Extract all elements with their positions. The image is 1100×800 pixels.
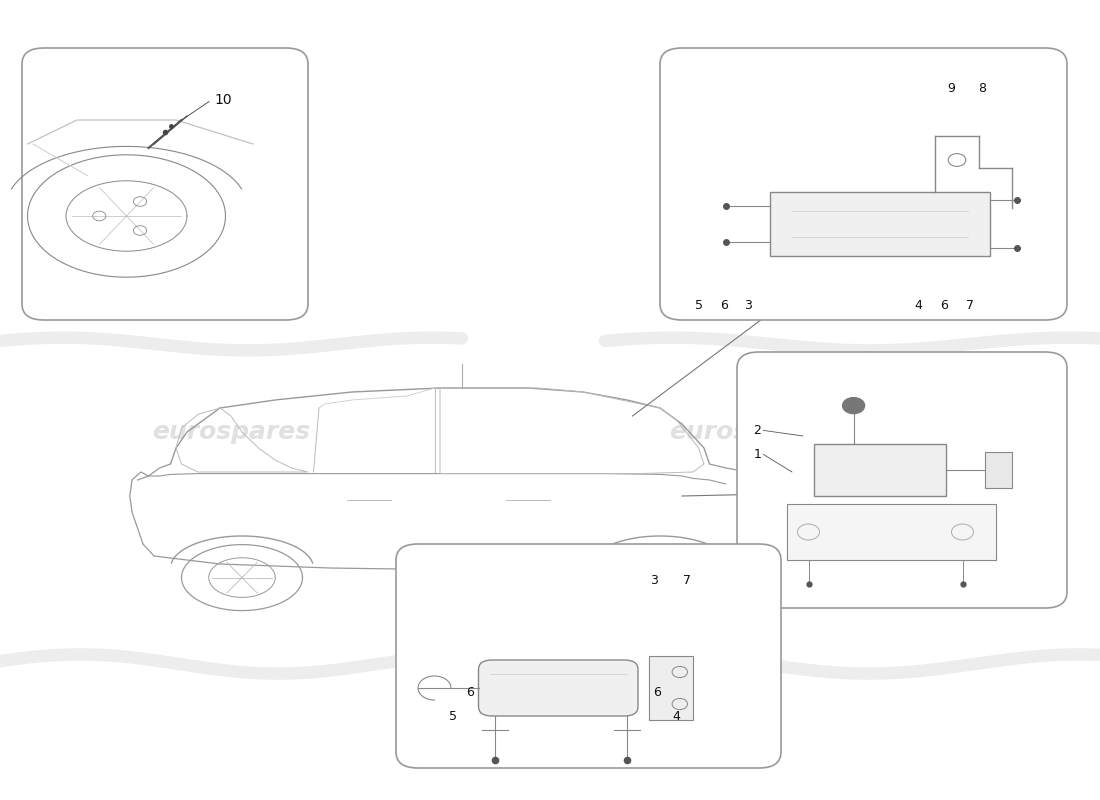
FancyBboxPatch shape [478, 660, 638, 716]
Text: 9: 9 [947, 82, 956, 94]
Text: 6: 6 [652, 686, 661, 698]
Bar [770, 192, 990, 256]
Text: 5: 5 [449, 710, 458, 722]
FancyBboxPatch shape [737, 352, 1067, 608]
Text: 4: 4 [672, 710, 681, 722]
Bar [649, 656, 693, 720]
Text: 7: 7 [683, 574, 692, 586]
Text: 3: 3 [744, 299, 752, 312]
FancyBboxPatch shape [396, 544, 781, 768]
Text: 10: 10 [214, 93, 232, 107]
Text: 1: 1 [754, 448, 761, 461]
Text: 4: 4 [914, 299, 923, 312]
Text: 8: 8 [978, 82, 987, 94]
Text: 2: 2 [754, 424, 761, 437]
Text: eurospares: eurospares [669, 420, 827, 444]
Circle shape [843, 398, 865, 414]
Bar [984, 452, 1012, 488]
Text: 5: 5 [694, 299, 703, 312]
Bar [814, 444, 946, 496]
Text: 6: 6 [939, 299, 948, 312]
Text: 7: 7 [966, 299, 975, 312]
Text: 6: 6 [719, 299, 728, 312]
Bar [786, 504, 996, 560]
Text: eurospares: eurospares [152, 420, 310, 444]
FancyBboxPatch shape [660, 48, 1067, 320]
Text: 3: 3 [650, 574, 659, 586]
Text: 6: 6 [465, 686, 474, 698]
FancyBboxPatch shape [22, 48, 308, 320]
